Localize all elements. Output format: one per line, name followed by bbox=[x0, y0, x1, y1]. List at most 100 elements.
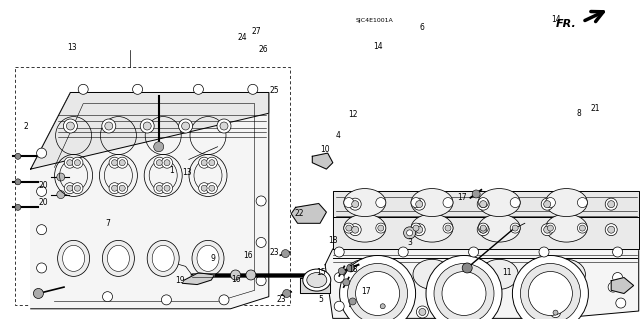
Circle shape bbox=[161, 183, 173, 194]
Circle shape bbox=[102, 119, 116, 133]
Text: 25: 25 bbox=[269, 86, 279, 95]
Circle shape bbox=[193, 84, 204, 94]
Circle shape bbox=[198, 157, 210, 168]
Circle shape bbox=[109, 183, 120, 194]
Circle shape bbox=[209, 185, 215, 191]
Text: 20: 20 bbox=[38, 198, 49, 207]
Text: 16: 16 bbox=[230, 275, 241, 284]
Circle shape bbox=[198, 183, 210, 194]
Polygon shape bbox=[325, 249, 639, 318]
Circle shape bbox=[480, 225, 486, 231]
Circle shape bbox=[411, 197, 421, 208]
Circle shape bbox=[616, 298, 626, 308]
Text: 18: 18 bbox=[349, 265, 358, 274]
Circle shape bbox=[74, 160, 81, 166]
Circle shape bbox=[358, 292, 364, 299]
Text: 20: 20 bbox=[38, 181, 49, 190]
Circle shape bbox=[57, 173, 65, 181]
Text: 12: 12 bbox=[349, 110, 358, 119]
Circle shape bbox=[605, 198, 617, 210]
Circle shape bbox=[67, 122, 74, 130]
Circle shape bbox=[376, 197, 386, 208]
Circle shape bbox=[74, 185, 81, 191]
Circle shape bbox=[512, 225, 518, 231]
Circle shape bbox=[612, 272, 623, 283]
Text: 21: 21 bbox=[591, 104, 600, 113]
Circle shape bbox=[347, 264, 355, 272]
Circle shape bbox=[116, 157, 128, 168]
Circle shape bbox=[612, 247, 623, 257]
Circle shape bbox=[443, 197, 453, 208]
Ellipse shape bbox=[545, 189, 588, 217]
Circle shape bbox=[478, 197, 488, 208]
Bar bbox=[15, 67, 290, 305]
Circle shape bbox=[334, 301, 344, 311]
Ellipse shape bbox=[152, 245, 174, 271]
Ellipse shape bbox=[303, 269, 331, 291]
Circle shape bbox=[256, 237, 266, 248]
Circle shape bbox=[544, 226, 550, 233]
Circle shape bbox=[220, 122, 228, 130]
Text: 17: 17 bbox=[361, 287, 371, 296]
Circle shape bbox=[119, 160, 125, 166]
Circle shape bbox=[219, 295, 229, 305]
Circle shape bbox=[282, 249, 289, 258]
Circle shape bbox=[154, 157, 165, 168]
Circle shape bbox=[411, 223, 421, 233]
Circle shape bbox=[529, 271, 572, 315]
Circle shape bbox=[346, 225, 352, 231]
Circle shape bbox=[256, 276, 266, 286]
Circle shape bbox=[434, 263, 494, 319]
Circle shape bbox=[105, 122, 113, 130]
Text: 26: 26 bbox=[259, 45, 269, 54]
Circle shape bbox=[478, 223, 488, 233]
Circle shape bbox=[378, 225, 384, 231]
Ellipse shape bbox=[411, 189, 453, 217]
Ellipse shape bbox=[478, 214, 520, 242]
Circle shape bbox=[182, 122, 189, 130]
Circle shape bbox=[550, 308, 561, 318]
Circle shape bbox=[164, 160, 170, 166]
Ellipse shape bbox=[346, 259, 384, 289]
Circle shape bbox=[111, 160, 118, 166]
Polygon shape bbox=[300, 278, 330, 293]
Circle shape bbox=[480, 226, 486, 233]
Circle shape bbox=[349, 198, 361, 210]
Text: SJC4E1001A: SJC4E1001A bbox=[355, 18, 393, 23]
Circle shape bbox=[206, 183, 218, 194]
Circle shape bbox=[154, 183, 165, 194]
Circle shape bbox=[78, 84, 88, 94]
Circle shape bbox=[510, 223, 520, 233]
Text: 16: 16 bbox=[243, 251, 253, 260]
Circle shape bbox=[15, 153, 21, 159]
Circle shape bbox=[539, 247, 549, 257]
Circle shape bbox=[413, 198, 425, 210]
Circle shape bbox=[419, 308, 426, 315]
Text: 23: 23 bbox=[276, 295, 287, 304]
Text: 1: 1 bbox=[169, 166, 174, 175]
Circle shape bbox=[63, 119, 77, 133]
Circle shape bbox=[413, 225, 419, 231]
Circle shape bbox=[513, 256, 588, 319]
Circle shape bbox=[67, 160, 73, 166]
Circle shape bbox=[413, 224, 425, 236]
Circle shape bbox=[36, 225, 47, 235]
Text: 6: 6 bbox=[420, 23, 425, 32]
Circle shape bbox=[344, 223, 354, 233]
Circle shape bbox=[468, 247, 479, 257]
Circle shape bbox=[378, 301, 388, 311]
Text: 3: 3 bbox=[407, 238, 412, 247]
Circle shape bbox=[109, 157, 120, 168]
Circle shape bbox=[443, 223, 453, 233]
Circle shape bbox=[545, 223, 556, 233]
Circle shape bbox=[230, 270, 241, 280]
Ellipse shape bbox=[147, 241, 179, 276]
Circle shape bbox=[579, 225, 586, 231]
Circle shape bbox=[248, 84, 258, 94]
Text: 13: 13 bbox=[182, 168, 192, 177]
Circle shape bbox=[201, 185, 207, 191]
Text: 18: 18 bbox=[328, 236, 337, 245]
Circle shape bbox=[545, 304, 556, 315]
Text: 8: 8 bbox=[577, 109, 582, 118]
Circle shape bbox=[246, 270, 256, 280]
